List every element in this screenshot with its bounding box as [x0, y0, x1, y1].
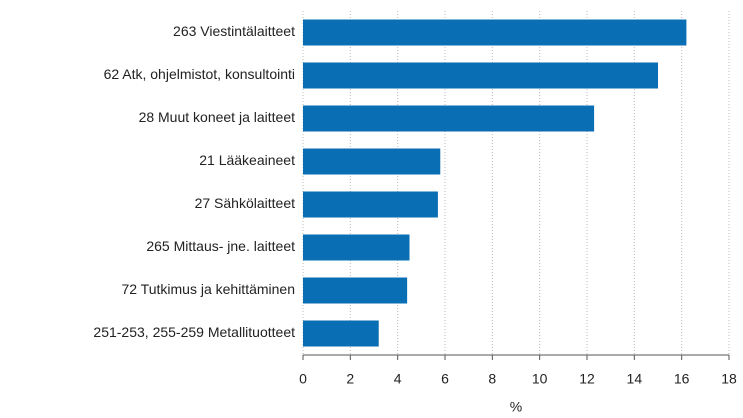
bar	[303, 62, 658, 89]
bar	[303, 277, 408, 304]
bar	[303, 105, 595, 132]
x-tick-label: 18	[721, 371, 737, 387]
y-tick-label: 263 Viestintälaitteet	[173, 23, 295, 39]
x-tick-label: 4	[394, 371, 402, 387]
y-tick-label: 72 Tutkimus ja kehittäminen	[121, 281, 295, 297]
bar	[303, 19, 687, 46]
y-tick-label: 265 Mittaus- jne. laitteet	[146, 238, 295, 254]
bar	[303, 191, 438, 218]
y-tick-label: 62 Atk, ohjelmistot, konsultointi	[104, 66, 295, 82]
x-tick-label: 10	[532, 371, 548, 387]
y-tick-label: 21 Lääkeaineet	[199, 152, 295, 168]
x-tick-label: 0	[299, 371, 307, 387]
y-tick-label: 28 Muut koneet ja laitteet	[139, 109, 296, 125]
x-tick-label: 16	[674, 371, 690, 387]
bar	[303, 320, 379, 347]
x-tick-label: 2	[346, 371, 354, 387]
x-tick-label: 12	[579, 371, 595, 387]
x-tick-label: 6	[441, 371, 449, 387]
bar	[303, 148, 441, 175]
bar	[303, 234, 410, 261]
x-tick-label: 8	[488, 371, 496, 387]
x-tick-label: 14	[627, 371, 643, 387]
x-axis-label: %	[510, 399, 522, 415]
y-tick-label: 27 Sähkölaitteet	[195, 195, 296, 211]
y-tick-label: 251-253, 255-259 Metallituotteet	[93, 324, 295, 340]
